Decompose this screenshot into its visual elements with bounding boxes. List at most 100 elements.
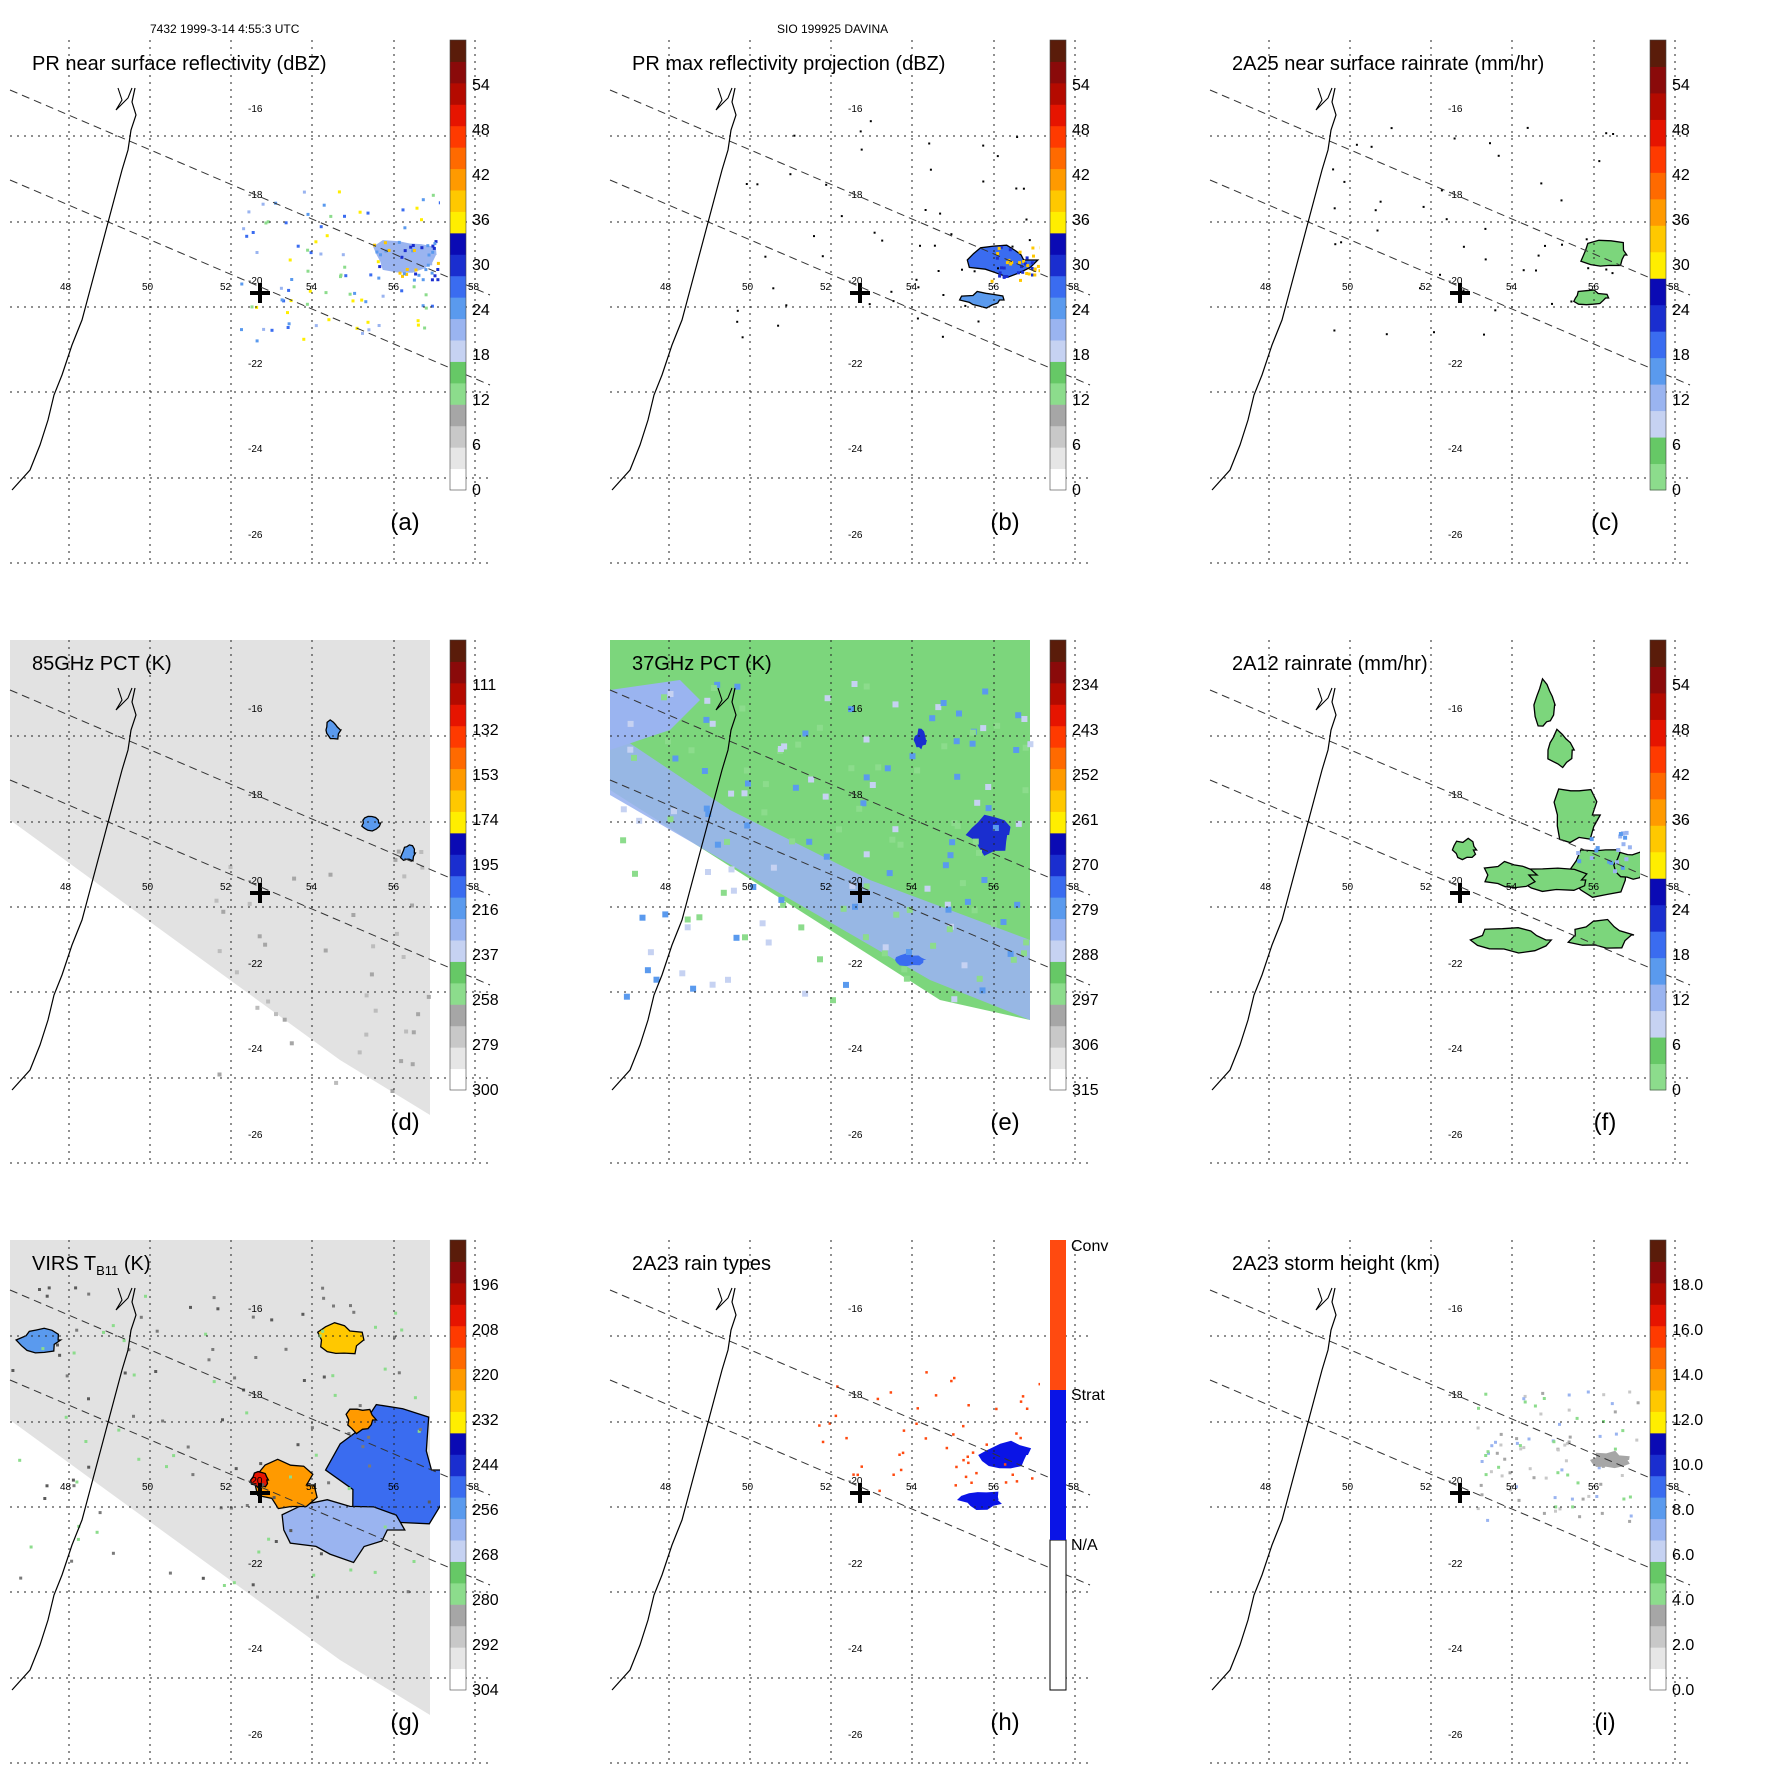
echo-outline-fragment xyxy=(982,144,985,147)
cold-pct-region xyxy=(913,728,927,750)
reflectivity-pixel xyxy=(287,322,291,326)
lon-label: 48 xyxy=(60,1482,72,1493)
reflectivity-pixel xyxy=(1027,272,1031,276)
lon-label: 56 xyxy=(988,282,1000,293)
rain-outline-fragment xyxy=(1439,273,1441,276)
lat-label: -20 xyxy=(1448,876,1463,887)
colorbar-tick-label: 279 xyxy=(472,1037,499,1054)
storm-height-pixel xyxy=(1528,1467,1532,1471)
pct-pixel xyxy=(228,865,233,870)
colorbar-tick-label: 24 xyxy=(1072,302,1090,319)
pct-pixel xyxy=(882,944,889,951)
colorbar-segment xyxy=(450,1304,466,1327)
lat-label: -22 xyxy=(248,359,263,370)
pct-pixel xyxy=(1015,712,1022,719)
echo-outline-fragment xyxy=(821,255,824,258)
convective-pixel xyxy=(950,1379,953,1383)
colorbar-segment xyxy=(1650,1475,1666,1498)
cloud-pixel xyxy=(18,1458,22,1462)
cloud-pixel xyxy=(267,1537,271,1541)
storm-height-pixel xyxy=(1636,1401,1640,1405)
echo-outline-fragment xyxy=(933,244,936,247)
colorbar-segment xyxy=(450,1432,466,1455)
colorbar-tick-label: 220 xyxy=(472,1367,499,1384)
echo-outline-fragment xyxy=(1022,187,1025,190)
convective-pixel xyxy=(845,1436,848,1440)
colorbar-segment xyxy=(1050,425,1066,448)
storm-height-pixel xyxy=(1490,1444,1494,1448)
reflectivity-pixel xyxy=(995,256,999,260)
lat-label: -22 xyxy=(1448,359,1463,370)
reflectivity-pixel xyxy=(415,206,419,210)
colorbar-tick-label: 6 xyxy=(472,437,481,454)
storm-center-marker xyxy=(850,283,870,303)
colorbar-tick-label: 306 xyxy=(1072,1037,1099,1054)
colorbar-segment xyxy=(1650,1625,1666,1648)
lat-label: -24 xyxy=(848,444,863,455)
colorbar-segment xyxy=(1050,125,1066,148)
pct-pixel xyxy=(679,970,686,977)
rain-outline-fragment xyxy=(1483,333,1485,336)
rain-outline-fragment xyxy=(1462,245,1465,248)
pct-pixel xyxy=(710,685,717,691)
lon-label: 58 xyxy=(1068,1482,1080,1493)
pct-pixel xyxy=(364,993,369,998)
colorbar-segment xyxy=(450,1454,466,1477)
max-echo-cell xyxy=(966,244,1040,278)
pct-pixel xyxy=(1027,741,1034,748)
colorbar-segment xyxy=(450,147,466,170)
coastline xyxy=(611,87,737,491)
pct-pixel xyxy=(671,808,677,815)
lat-label: -18 xyxy=(1448,1390,1463,1401)
colorbar-tick-label: 48 xyxy=(472,122,490,139)
pct-pixel xyxy=(289,1041,294,1046)
echo-outline-fragment xyxy=(873,231,876,234)
pct-pixel xyxy=(705,869,711,875)
lon-label: 54 xyxy=(306,882,318,893)
storm-height-pixel xyxy=(1600,1511,1604,1515)
rain-outline-fragment xyxy=(1526,126,1529,129)
panel-title: PR near surface reflectivity (dBZ) xyxy=(32,53,327,75)
lon-label: 48 xyxy=(1260,1482,1272,1493)
echo-outline-fragment xyxy=(982,180,985,183)
pct-pixel xyxy=(781,743,788,750)
echo-outline-fragment xyxy=(741,336,744,339)
storm-height-pixel xyxy=(1522,1397,1526,1401)
reflectivity-pixel xyxy=(381,294,385,298)
colorbar-segment xyxy=(450,854,466,877)
rain-pixel xyxy=(1621,842,1626,847)
convective-pixel xyxy=(1003,1463,1007,1466)
pct-pixel xyxy=(942,862,949,869)
pct-pixel xyxy=(653,976,660,983)
rain-outline-fragment xyxy=(1419,287,1421,290)
reflectivity-pixel xyxy=(245,234,249,238)
pct-pixel xyxy=(802,730,809,737)
cloud-pixel xyxy=(331,1374,335,1378)
rain-outline-fragment xyxy=(1484,227,1487,230)
reflectivity-pixel xyxy=(343,265,347,269)
colorbar-segment xyxy=(450,382,466,405)
colorbar-tick-label: 36 xyxy=(1072,212,1090,229)
echo-outline-fragment xyxy=(793,134,796,137)
storm-height-pixel xyxy=(1489,1470,1493,1474)
colorbar-tick-label: 24 xyxy=(1672,302,1690,319)
colorbar-tick-label: 279 xyxy=(1072,902,1099,919)
rain-area xyxy=(1547,728,1576,769)
lat-label: -22 xyxy=(248,959,263,970)
colorbar-tick-label: 232 xyxy=(472,1412,499,1429)
lon-label: 50 xyxy=(1342,1482,1354,1493)
pct-pixel xyxy=(627,720,634,727)
swath-edge-line xyxy=(9,1379,491,1586)
reflectivity-pixel xyxy=(329,214,333,218)
colorbar-segment xyxy=(1650,304,1666,332)
cloud-pixel xyxy=(201,1576,205,1580)
colorbar-segment xyxy=(450,61,466,84)
colorbar-tick-label: 195 xyxy=(472,857,499,874)
cloud-pixel xyxy=(161,1419,165,1423)
colorbar-tick-label: 256 xyxy=(472,1502,499,1519)
storm-height-pixel xyxy=(1476,1507,1480,1511)
storm-height-pixel xyxy=(1595,1495,1599,1498)
storm-height-pixel xyxy=(1563,1443,1567,1447)
colorbar-tick-label: 6 xyxy=(1072,437,1081,454)
reflectivity-pixel xyxy=(358,210,362,214)
